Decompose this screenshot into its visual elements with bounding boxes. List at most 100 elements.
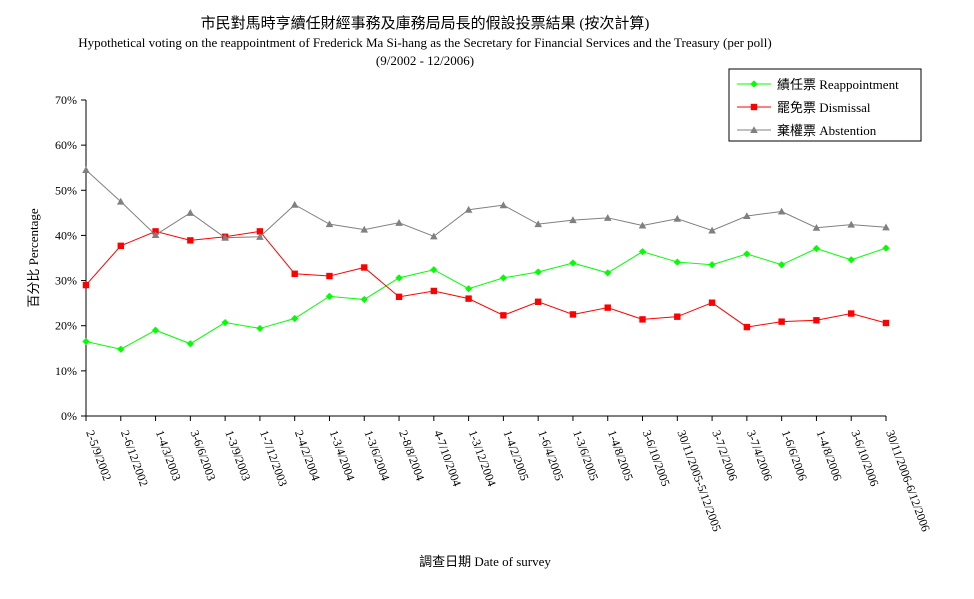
y-tick-label: 70% (55, 93, 77, 107)
legend-marker-dismissal (750, 103, 758, 111)
dismissal-point (534, 298, 542, 305)
dismissal-point (117, 242, 124, 250)
x-tick-label: 1-6/6/2006 (779, 428, 810, 482)
abstention-point (777, 207, 786, 215)
legend-box (728, 68, 922, 142)
legend-label-abstention: 棄權票 Abstention (777, 123, 877, 138)
reappointment-point (465, 285, 473, 293)
dismissal-point (187, 237, 194, 244)
series-layer (82, 166, 890, 353)
abstention-point (603, 214, 612, 221)
abstention-point (290, 200, 299, 208)
x-tick-label: 30/11/2006-6/12/2006 (883, 428, 933, 533)
reappointment-point (360, 295, 368, 304)
dismissal-point (256, 228, 264, 235)
y-tick-label: 10% (55, 364, 77, 378)
x-tick-label: 2-4/2/2004 (292, 428, 323, 482)
x-tick-label: 1-3/6/2005 (570, 428, 601, 482)
abstention-point (256, 232, 264, 240)
dismissal-point (639, 316, 646, 323)
abstention-point (743, 212, 751, 220)
abstention-point (395, 218, 403, 226)
series-reappointment (82, 244, 890, 353)
x-tick-label: 2-5/9/2002 (83, 428, 114, 482)
reappointment-point (604, 269, 612, 277)
x-tick-label: 3-7/4/2006 (744, 428, 775, 482)
dismissal-point (778, 318, 785, 325)
y-tick-label: 0% (61, 409, 77, 423)
dismissal-point (674, 313, 681, 320)
dismissal-point (604, 304, 611, 311)
y-tick-label: 50% (55, 183, 77, 197)
reappointment-point (151, 326, 160, 334)
reappointment-point (256, 324, 264, 333)
dismissal-point (500, 312, 507, 319)
dismissal-point (465, 295, 472, 302)
reappointment-point (708, 261, 716, 269)
abstention-point (499, 201, 508, 209)
x-tick-label: 1-4/8/2006 (814, 428, 845, 482)
abstention-point (569, 216, 577, 224)
reappointment-point (82, 337, 90, 346)
abstention-point (812, 223, 821, 231)
abstention-point (882, 223, 890, 231)
y-tick-label: 40% (55, 228, 77, 242)
x-tick-label: 4-7/10/2004 (431, 428, 464, 488)
abstention-point (186, 209, 195, 216)
abstention-point (325, 220, 334, 228)
reappointment-point (569, 259, 577, 267)
x-tick-label: 1-7/12/2003 (257, 428, 290, 488)
abstention-point (673, 214, 682, 222)
dismissal-point (743, 323, 751, 331)
abstention-point (847, 220, 856, 228)
x-tick-label: 3-6/6/2003 (188, 428, 219, 482)
chart-title-en: Hypothetical voting on the reappointment… (78, 35, 772, 50)
reappointment-point (638, 248, 647, 256)
reappointment-point (847, 256, 855, 264)
abstention-point (638, 221, 647, 229)
abstention-point (708, 226, 716, 234)
legend-label-dismissal: 罷免票 Dismissal (777, 100, 871, 115)
legend-marker-reappointment (750, 80, 758, 88)
dismissal-point (882, 319, 890, 327)
abstention-point (151, 231, 160, 239)
dismissal-point (430, 287, 438, 295)
dismissal-point (848, 310, 855, 317)
reappointment-point (812, 244, 821, 253)
legend-label-reappointment: 績任票 Reappointment (777, 77, 899, 92)
plot-area: 0% 10% 20% 30% 40% 50% 60% 70% 2-5/9/2002 2-6/12/… (55, 93, 933, 533)
abstention-point (534, 220, 542, 228)
series-abstention (82, 166, 890, 241)
abstention-point (221, 233, 229, 241)
x-tick-label: 3-6/10/2005 (640, 428, 673, 488)
x-tick-label: 3-6/10/2006 (848, 428, 881, 488)
chart-title-zh: 市民對馬時亨續任財經事務及庫務局局長的假設投票結果 (按次計算) (200, 16, 650, 32)
dismissal-point (395, 293, 403, 301)
reappointment-point (117, 345, 125, 353)
series-dismissal (82, 228, 890, 331)
reappointment-point (395, 274, 403, 282)
x-tick-label: 1-4/3/2003 (153, 428, 184, 482)
y-tick-label: 20% (55, 319, 77, 333)
y-axis-label: 百分比 Percentage (26, 208, 41, 308)
x-tick-label: 1-4/2/2005 (501, 428, 532, 482)
abstention-point (430, 232, 438, 240)
dismissal-line (85, 230, 887, 328)
abstention-point (116, 197, 125, 205)
x-tick-label: 1-3/12/2004 (466, 428, 499, 488)
dismissal-point (813, 317, 820, 324)
dismissal-point (708, 299, 716, 306)
chart-title-block: 市民對馬時亨續任財經事務及庫務局局長的假設投票結果 (按次計算) Hypothe… (0, 14, 850, 70)
dismissal-point (82, 281, 90, 289)
reappointment-point (325, 292, 334, 300)
x-tick-label: 1-6/4/2005 (535, 428, 566, 482)
abstention-point (464, 205, 473, 213)
abstention-point (360, 225, 369, 233)
dismissal-point (291, 270, 298, 277)
reappointment-line (85, 247, 887, 350)
abstention-point (82, 166, 90, 174)
x-tick-label: 2-8/8/2004 (396, 428, 427, 482)
y-tick-label: 30% (55, 274, 77, 288)
reappointment-point (291, 314, 299, 323)
